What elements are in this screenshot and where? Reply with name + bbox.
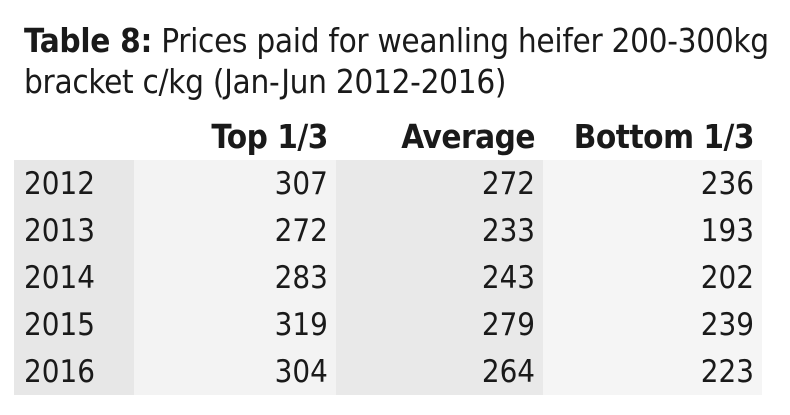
- top-third-cell: 283: [133, 254, 336, 301]
- table-row: 2013 272 233 193: [14, 207, 762, 254]
- header-top-third: Top 1/3: [133, 112, 336, 160]
- average-cell: 243: [335, 254, 544, 301]
- average-cell: 264: [335, 348, 544, 395]
- year-cell: 2012: [14, 160, 134, 207]
- bottom-third-cell: 193: [543, 207, 762, 254]
- bottom-third-cell: 223: [543, 348, 762, 395]
- table-row: 2012 307 272 236: [14, 160, 762, 207]
- top-third-cell: 304: [133, 348, 336, 395]
- bottom-third-cell: 236: [543, 160, 762, 207]
- top-third-cell: 272: [133, 207, 336, 254]
- top-third-cell: 307: [133, 160, 336, 207]
- year-cell: 2013: [14, 207, 134, 254]
- year-cell: 2015: [14, 301, 134, 348]
- header-average: Average: [335, 112, 544, 160]
- table-row: 2015 319 279 239: [14, 301, 762, 348]
- header-row: Top 1/3 Average Bottom 1/3: [14, 112, 762, 160]
- bottom-third-cell: 202: [543, 254, 762, 301]
- table-title-lead: Table 8:: [24, 21, 153, 60]
- header-bottom-third: Bottom 1/3: [543, 112, 762, 160]
- table-row: 2016 304 264 223: [14, 348, 762, 395]
- price-table: Top 1/3 Average Bottom 1/3 2012 307 272 …: [14, 112, 762, 395]
- average-cell: 272: [335, 160, 544, 207]
- header-year: [14, 112, 134, 160]
- table-title-text: Prices paid for weanling heifer 200-300k…: [24, 21, 769, 101]
- average-cell: 279: [335, 301, 544, 348]
- table-title: Table 8: Prices paid for weanling heifer…: [24, 20, 774, 102]
- average-cell: 233: [335, 207, 544, 254]
- year-cell: 2016: [14, 348, 134, 395]
- bottom-third-cell: 239: [543, 301, 762, 348]
- table-row: 2014 283 243 202: [14, 254, 762, 301]
- top-third-cell: 319: [133, 301, 336, 348]
- year-cell: 2014: [14, 254, 134, 301]
